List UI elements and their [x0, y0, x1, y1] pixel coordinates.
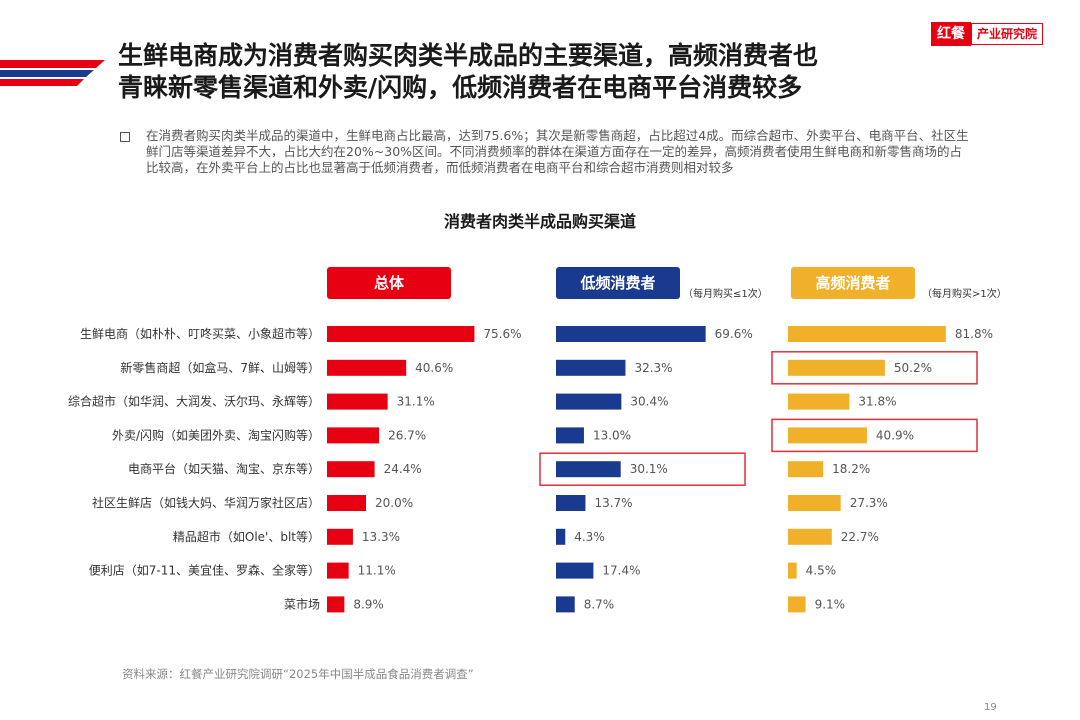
- value-label: 17.4%: [602, 564, 640, 578]
- value-label: 24.4%: [384, 462, 422, 476]
- highlight-box: [539, 452, 746, 486]
- category-label: 新零售商超（如盒马、7鲜、山姆等）: [120, 360, 320, 375]
- bar-0-7: [327, 562, 349, 579]
- value-label: 30.1%: [630, 462, 668, 476]
- bar-1-1: [556, 359, 626, 376]
- page-number: 19: [984, 702, 997, 713]
- value-label: 8.9%: [353, 597, 384, 611]
- bar-1-3: [556, 427, 584, 444]
- bar-0-1: [327, 359, 407, 376]
- value-label: 27.3%: [850, 496, 888, 510]
- value-label: 75.6%: [483, 327, 521, 341]
- page-title-line-2: 青睐新零售渠道和外卖/闪购，低频消费者在电商平台消费较多: [118, 73, 803, 102]
- chart-title: 消费者肉类半成品购买渠道: [443, 212, 636, 231]
- source-footnote: 资料来源：红餐产业研究院调研“2025年中国半成品食品消费者调查”: [122, 667, 474, 681]
- value-label: 40.6%: [415, 361, 453, 375]
- bar-2-2: [788, 393, 850, 410]
- bar-0-6: [327, 528, 353, 545]
- highlight-box: [771, 351, 978, 385]
- logo-mark: 红餐: [931, 22, 971, 46]
- series-badge-high-frequency: 高频消费者: [791, 267, 915, 299]
- logo-text: 产业研究院: [971, 23, 1044, 45]
- value-label: 22.7%: [841, 530, 879, 544]
- series-badge-low-frequency: 低频消费者: [556, 267, 680, 299]
- bar-2-6: [788, 528, 832, 545]
- bar-1-0: [556, 326, 706, 342]
- bar-2-4: [788, 461, 824, 478]
- series-note-high-frequency: （每月购买>1次）: [922, 289, 1007, 300]
- value-label: 30.4%: [630, 395, 668, 409]
- bar-1-8: [556, 596, 575, 613]
- value-label: 31.1%: [397, 395, 435, 409]
- value-label: 40.9%: [876, 428, 914, 442]
- category-label: 精品超市（如Ole'、blt等）: [173, 529, 320, 544]
- brand-logo: 红餐 产业研究院: [931, 22, 1044, 46]
- bar-2-7: [788, 562, 797, 579]
- category-label: 综合超市（如华润、大润发、沃尔玛、永辉等）: [68, 394, 320, 409]
- bar-0-8: [327, 596, 345, 613]
- bar-0-0: [327, 326, 475, 342]
- bar-2-1: [788, 359, 885, 376]
- header-decoration: [0, 60, 105, 86]
- bar-1-4: [556, 461, 621, 478]
- bar-1-5: [556, 495, 586, 511]
- category-label: 便利店（如7-11、美宜佳、罗森、全家等）: [89, 563, 320, 578]
- category-label: 电商平台（如天猫、淘宝、京东等）: [128, 461, 320, 476]
- series-badge-overall: 总体: [327, 267, 451, 299]
- summary-text: 在消费者购买肉类半成品的渠道中，生鲜电商占比最高，达到75.6%；其次是新零售商…: [146, 128, 969, 175]
- bullet-icon: [120, 132, 130, 142]
- page-title-line-1: 生鲜电商成为消费者购买肉类半成品的主要渠道，高频消费者也: [118, 41, 819, 70]
- bar-1-7: [556, 562, 594, 579]
- summary-block: 在消费者购买肉类半成品的渠道中，生鲜电商占比最高，达到75.6%；其次是新零售商…: [120, 128, 970, 176]
- bar-0-4: [327, 461, 375, 478]
- category-label: 生鲜电商（如朴朴、叮咚买菜、小象超市等）: [80, 326, 320, 341]
- bar-2-8: [788, 596, 806, 613]
- value-label: 26.7%: [388, 428, 426, 442]
- value-label: 31.8%: [858, 395, 896, 409]
- page-title: 生鲜电商成为消费者购买肉类半成品的主要渠道，高频消费者也 青睐新零售渠道和外卖/…: [118, 40, 938, 104]
- value-label: 9.1%: [815, 597, 846, 611]
- bar-1-6: [556, 528, 566, 545]
- category-label: 社区生鲜店（如钱大妈、华润万家社区店）: [92, 495, 320, 510]
- bar-2-3: [788, 427, 867, 444]
- bar-0-5: [327, 495, 366, 511]
- value-label: 20.0%: [375, 496, 413, 510]
- category-label: 菜市场: [284, 596, 320, 611]
- value-label: 69.6%: [715, 327, 753, 341]
- value-label: 50.2%: [894, 361, 932, 375]
- value-label: 32.3%: [634, 361, 672, 375]
- value-label: 81.8%: [955, 327, 993, 341]
- bar-2-0: [788, 326, 946, 342]
- value-label: 11.1%: [358, 564, 396, 578]
- value-label: 13.7%: [594, 496, 632, 510]
- bar-1-2: [556, 393, 622, 410]
- value-label: 18.2%: [832, 462, 870, 476]
- value-label: 8.7%: [584, 597, 615, 611]
- value-label: 13.0%: [593, 428, 631, 442]
- series-note-low-frequency: （每月购买≤1次）: [683, 289, 768, 300]
- value-label: 13.3%: [362, 530, 400, 544]
- bar-0-3: [327, 427, 380, 444]
- value-label: 4.3%: [574, 530, 605, 544]
- bar-2-5: [788, 495, 841, 511]
- bar-0-2: [327, 393, 388, 410]
- category-label: 外卖/闪购（如美团外卖、淘宝闪购等）: [112, 427, 320, 442]
- highlight-box: [771, 418, 978, 453]
- value-label: 4.5%: [806, 564, 837, 578]
